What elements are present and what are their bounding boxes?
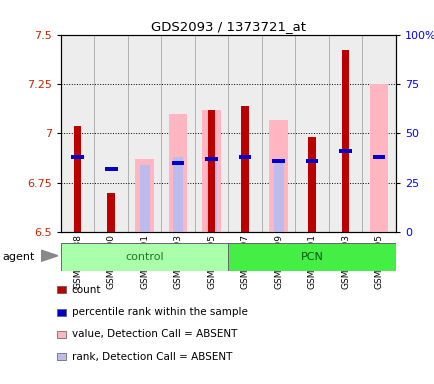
Bar [261, 35, 295, 232]
Bar [206, 157, 216, 232]
Bar [168, 114, 187, 232]
Bar [362, 35, 395, 232]
Bar [107, 193, 115, 232]
Title: GDS2093 / 1373721_at: GDS2093 / 1373721_at [151, 20, 305, 33]
Bar [308, 137, 315, 232]
Text: control: control [125, 252, 164, 262]
Bar [173, 157, 183, 232]
Bar [238, 155, 251, 159]
Bar [61, 35, 94, 232]
Bar [194, 35, 228, 232]
Bar [61, 243, 228, 271]
Bar [94, 35, 128, 232]
Bar [171, 161, 184, 165]
Text: PCN: PCN [300, 252, 323, 262]
Bar [372, 155, 385, 159]
Bar [128, 35, 161, 232]
Text: count: count [72, 285, 101, 295]
Bar [269, 119, 287, 232]
Bar [139, 165, 149, 232]
Bar [305, 159, 318, 163]
Bar [369, 84, 388, 232]
Polygon shape [41, 250, 58, 261]
Bar [341, 50, 349, 232]
Bar [295, 35, 328, 232]
Bar [272, 159, 284, 163]
Bar [71, 155, 84, 159]
Bar [202, 110, 220, 232]
Bar [205, 157, 217, 161]
Bar [328, 35, 362, 232]
Text: percentile rank within the sample: percentile rank within the sample [72, 307, 247, 317]
Text: value, Detection Call = ABSENT: value, Detection Call = ABSENT [72, 329, 237, 339]
Bar [74, 126, 81, 232]
Text: agent: agent [2, 252, 34, 262]
Bar [228, 35, 261, 232]
Bar [207, 110, 215, 232]
Bar [105, 167, 117, 171]
Bar [241, 106, 248, 232]
Bar [161, 35, 194, 232]
Bar [135, 159, 154, 232]
Text: rank, Detection Call = ABSENT: rank, Detection Call = ABSENT [72, 352, 232, 362]
Bar [339, 149, 351, 154]
Bar [228, 243, 395, 271]
Bar [273, 159, 283, 232]
